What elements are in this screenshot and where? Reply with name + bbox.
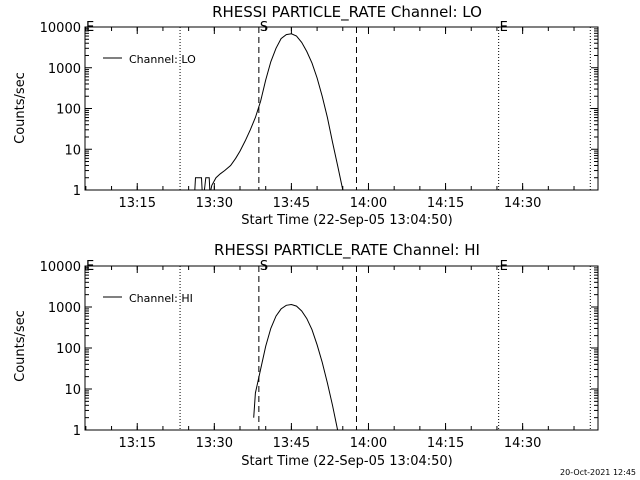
plot-frame [84, 265, 599, 431]
plot-frame [84, 26, 599, 191]
chart-title: RHESSI PARTICLE_RATE Channel: HI [214, 241, 480, 260]
y-tick-label: 1000 [48, 301, 81, 316]
series-line [194, 33, 344, 190]
time-marker-label: E [500, 20, 508, 35]
x-tick-label: 14:00 [350, 436, 387, 451]
y-tick-label: 1 [73, 184, 81, 199]
chart-panel-lo: RHESSI PARTICLE_RATE Channel: LO Counts/… [13, 3, 599, 228]
y-axis-label: Counts/sec [13, 72, 28, 144]
y-tick-label: 100 [56, 103, 81, 118]
x-tick-label: 14:00 [350, 196, 387, 211]
time-marker-label: E [86, 20, 94, 35]
y-tick-label: 10000 [40, 21, 81, 36]
x-tick-label: 13:30 [196, 196, 233, 211]
series-line [253, 303, 339, 430]
time-marker-label: S [260, 259, 268, 274]
y-tick-label: 1 [73, 424, 81, 439]
x-tick-label: 14:15 [427, 436, 464, 451]
x-tick-label: 13:45 [273, 436, 310, 451]
time-marker-label: E [86, 259, 94, 274]
y-tick-label: 100 [56, 342, 81, 357]
x-tick-label: 14:30 [504, 436, 541, 451]
x-tick-label: 13:45 [273, 196, 310, 211]
x-tick-label: 13:15 [119, 436, 156, 451]
legend-label: Channel: LO [129, 53, 196, 66]
x-tick-label: 14:15 [427, 196, 464, 211]
chart-panel-hi: RHESSI PARTICLE_RATE Channel: HI Counts/… [13, 241, 599, 469]
x-tick-label: 14:30 [504, 196, 541, 211]
y-tick-label: 10 [64, 383, 81, 398]
y-axis-label: Counts/sec [13, 310, 28, 382]
y-tick-label: 1000 [48, 62, 81, 77]
x-tick-label: 13:30 [196, 436, 233, 451]
time-marker-label: E [500, 259, 508, 274]
y-tick-label: 10 [64, 143, 81, 158]
x-axis-label: Start Time (22-Sep-05 13:04:50) [241, 454, 452, 469]
x-axis-label: Start Time (22-Sep-05 13:04:50) [241, 213, 452, 228]
legend-label: Channel: HI [129, 292, 193, 305]
y-tick-label: 10000 [40, 260, 81, 275]
time-marker-label: S [260, 20, 268, 35]
x-tick-label: 13:15 [119, 196, 156, 211]
plot-timestamp: 20-Oct-2021 12:45 [560, 468, 636, 477]
chart-title: RHESSI PARTICLE_RATE Channel: LO [212, 3, 482, 22]
